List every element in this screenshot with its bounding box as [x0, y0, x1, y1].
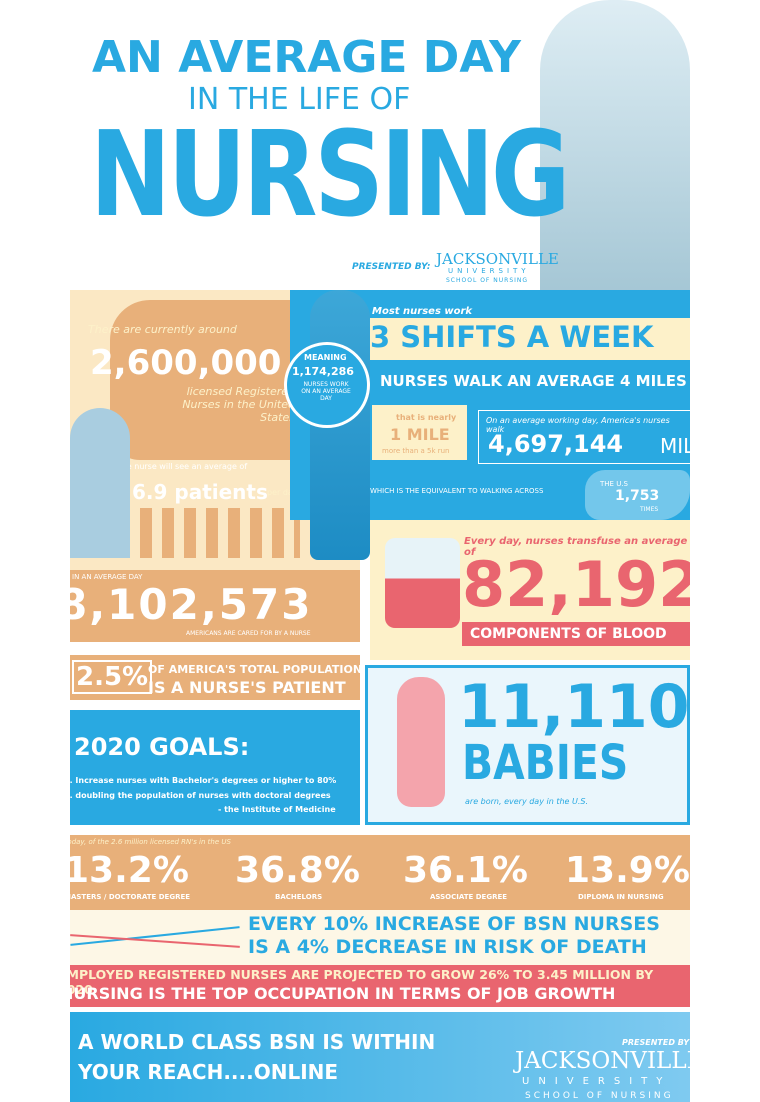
total-intro: On an average working day, America's nur… [486, 416, 670, 434]
blood-caption: COMPONENTS OF BLOOD [470, 626, 667, 642]
blood-bag [385, 538, 460, 628]
footer-logo-university: UNIVERSITY [522, 1076, 672, 1087]
patient-figures [140, 508, 300, 558]
goals-source: - the Institute of Medicine [218, 805, 336, 814]
nurse-photo [540, 0, 690, 290]
population-percent: 2.5% [72, 660, 153, 694]
total-box [478, 410, 690, 464]
header-title: AN AVERAGE DAY [92, 32, 522, 83]
total-unit: MILES [660, 434, 690, 458]
bsn-line1: EVERY 10% INCREASE OF BSN NURSES [248, 913, 660, 935]
times: TIMES [640, 506, 659, 513]
logo-name: JACKSONVILLE [436, 250, 559, 268]
babies-label: BABIES [462, 735, 629, 791]
goals-item: 1. Increase nurses with Bachelor's degre… [70, 776, 337, 785]
footer-logo-name: JACKSONVILLE [515, 1048, 690, 1074]
degree-value: 36.1% [403, 850, 528, 891]
logo-university: UNIVERSITY [448, 267, 530, 275]
degree-label: MASTERS / DOCTORATE DEGREE [70, 893, 191, 901]
us-shape [585, 470, 690, 520]
equivalent: WHICH IS THE EQUIVALENT TO WALKING ACROS… [370, 487, 544, 495]
nurse-figure [70, 408, 130, 558]
bottle [397, 677, 445, 807]
logo-school: SCHOOL OF NURSING [446, 277, 529, 284]
babies-caption: are born, every day in the U.S. [465, 797, 589, 806]
mile-box [372, 405, 467, 460]
times-count: 1,753 [615, 488, 660, 504]
bsn-band [70, 910, 690, 965]
goals-item: 2. doubling the population of nurses wit… [70, 791, 331, 800]
cared-count: 8,102,573 [70, 580, 313, 629]
us-label: THE U.S [600, 480, 628, 488]
badge-caption: NURSES WORK ON AN AVERAGE DAY [301, 381, 351, 402]
nurses-count: 2,600,000 [90, 343, 282, 383]
patients: 6.9 patients [132, 480, 268, 504]
degree-label: DIPLOMA IN NURSING [578, 893, 664, 901]
header-main: NURSING [90, 105, 570, 243]
badge-count: 1,174,286 [292, 365, 354, 378]
footer-presented: PRESENTED BY [622, 1038, 690, 1047]
degree-value: 36.8% [235, 850, 360, 891]
cared-caption: AMERICANS ARE CARED FOR BY A NURSE [186, 630, 311, 637]
badge-meaning: MEANING [304, 353, 347, 362]
growth-band [70, 965, 690, 1007]
cared-intro: IN AN AVERAGE DAY [72, 573, 143, 581]
footer [70, 1012, 690, 1102]
shifts: 3 SHIFTS A WEEK [370, 320, 654, 354]
patients-unit: per day [267, 488, 298, 497]
goals-title: 2020 GOALS: [74, 733, 250, 761]
blood-intro: Every day, nurses transfuse an average o… [464, 536, 688, 558]
infographic: AN AVERAGE DAY IN THE LIFE OF NURSING PR… [70, 0, 690, 1102]
degree-value: 13.2% [70, 850, 189, 891]
total: 4,697,144 [488, 430, 624, 458]
nurses-caption: licensed Registered Nurses in the United… [182, 385, 295, 424]
cared-band [70, 570, 360, 642]
growth-line1: EMPLOYED REGISTERED NURSES ARE PROJECTED… [70, 967, 654, 997]
shifts-box [362, 318, 690, 360]
footer-logo-school: SCHOOL OF NURSING [525, 1091, 674, 1101]
degrees-intro: Today, of the 2.6 million licensed RN's … [70, 838, 231, 846]
degree-label: ASSOCIATE DEGREE [430, 893, 508, 901]
blood-count: 82,192 [462, 548, 690, 621]
shifts-intro: Most nurses work [372, 306, 473, 317]
footer-line1: A WORLD CLASS BSN IS WITHIN [78, 1030, 436, 1054]
bsn-line2: IS A 4% DECREASE IN RISK OF DEATH [248, 936, 647, 958]
footer-line2: YOUR REACH....ONLINE [78, 1060, 339, 1084]
presented-by: PRESENTED BY: [352, 262, 431, 272]
population-line1: OF AMERICA'S TOTAL POPULATION [148, 663, 363, 676]
meaning-badge [284, 342, 370, 428]
patients-intro: A single nurse will see an average of [100, 462, 248, 471]
degree-label: BACHELORS [275, 893, 323, 901]
population-line2: IS A NURSE'S PATIENT [148, 678, 346, 697]
walk-average: NURSES WALK AN AVERAGE 4 MILES [380, 372, 687, 390]
mile-run: more than a 5k run [382, 447, 450, 455]
degree-value: 13.9% [565, 850, 690, 891]
babies-count: 11,110 [458, 672, 690, 742]
growth-line2: NURSING IS THE TOP OCCUPATION IN TERMS O… [70, 984, 616, 1003]
blood-caption-bg [462, 622, 690, 646]
goals-panel [70, 710, 360, 825]
nurses-intro: There are currently around [88, 323, 237, 336]
degrees-band [70, 835, 690, 910]
mile-nearly: that is nearly [396, 413, 457, 422]
header-subtitle: IN THE LIFE OF [188, 82, 411, 117]
mile: 1 MILE [390, 425, 450, 444]
